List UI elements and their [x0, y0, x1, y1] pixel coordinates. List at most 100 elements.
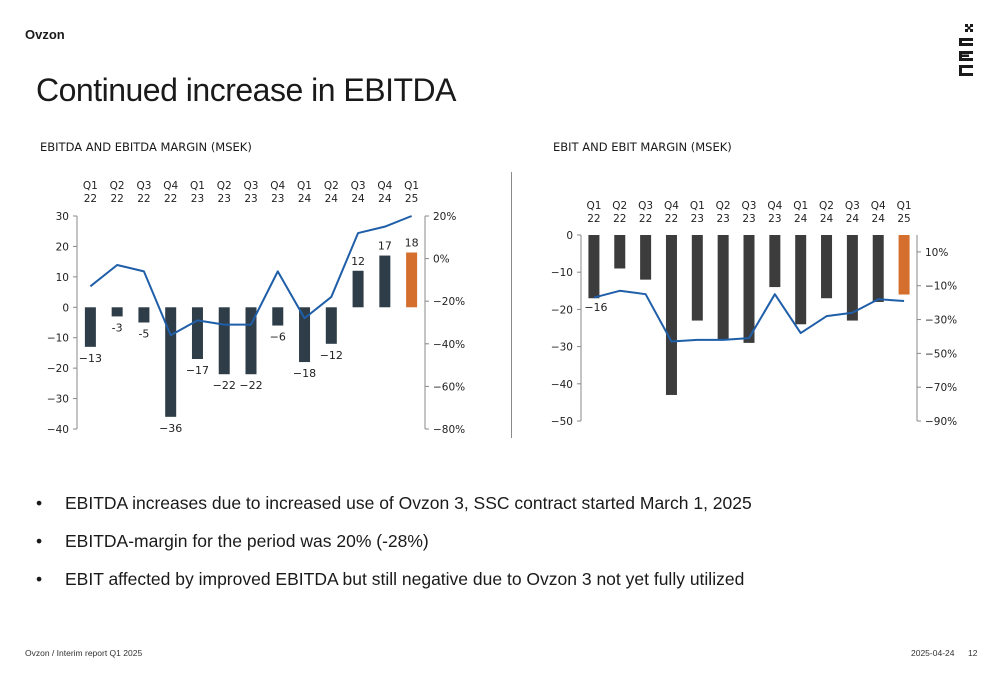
- category-label-quarter: Q1: [897, 200, 912, 212]
- bar: [588, 235, 600, 299]
- left-axis-tick-label: −30: [47, 394, 69, 406]
- data-label: -3: [112, 321, 123, 334]
- category-label-year: 23: [768, 213, 781, 225]
- data-label: −12: [320, 349, 343, 362]
- data-label: -5: [138, 328, 149, 341]
- category-label-quarter: Q2: [819, 200, 834, 212]
- category-label-year: 24: [846, 213, 860, 225]
- ovzon-logo-icon: [954, 24, 974, 81]
- left-axis-tick-label: 0: [566, 230, 573, 242]
- right-axis-tick-label: −30%: [925, 315, 957, 327]
- bullet-text: EBIT affected by improved EBITDA but sti…: [65, 569, 745, 589]
- category-label-quarter: Q3: [845, 200, 860, 212]
- chart-divider: [511, 172, 512, 438]
- bar: [299, 307, 311, 363]
- right-axis-tick-label: −60%: [433, 381, 465, 393]
- left-axis-tick-label: 10: [56, 272, 69, 284]
- category-label-quarter: Q4: [270, 180, 285, 192]
- bar: [821, 235, 833, 299]
- bar: [743, 235, 755, 343]
- bar: [846, 235, 858, 321]
- page-title: Continued increase in EBITDA: [36, 72, 457, 108]
- category-label-quarter: Q2: [217, 180, 232, 192]
- category-label-quarter: Q2: [612, 200, 627, 212]
- category-label-quarter: Q4: [163, 180, 178, 192]
- category-label-quarter: Q3: [244, 180, 259, 192]
- bar: [272, 307, 284, 326]
- ebitda-chart-title: EBITDA AND EBITDA MARGIN (MSEK): [40, 140, 252, 154]
- category-label-quarter: Q2: [324, 180, 339, 192]
- category-label-quarter: Q4: [767, 200, 782, 212]
- data-label: 18: [405, 237, 419, 250]
- category-label-quarter: Q1: [190, 180, 205, 192]
- left-axis-tick-label: −40: [551, 379, 573, 391]
- category-label-year: 24: [820, 213, 834, 225]
- category-label-quarter: Q2: [716, 200, 731, 212]
- category-label-year: 23: [271, 193, 284, 205]
- bar: [640, 235, 652, 280]
- bar: [352, 270, 364, 308]
- bar: [406, 252, 418, 308]
- left-axis-tick-label: 20: [56, 241, 69, 253]
- bar: [218, 307, 230, 375]
- category-label-year: 23: [218, 193, 231, 205]
- category-label-year: 23: [691, 213, 704, 225]
- left-axis-tick-label: −50: [551, 416, 573, 428]
- left-axis-tick-label: −10: [551, 267, 573, 279]
- margin-line: [89, 215, 412, 337]
- category-label-year: 25: [897, 213, 910, 225]
- category-label-year: 24: [378, 193, 392, 205]
- category-label-year: 24: [351, 193, 365, 205]
- category-label-year: 25: [405, 193, 418, 205]
- data-label: 12: [351, 255, 365, 268]
- ebitda-chart: 30 20 10 0 −10 −20 −30 −40 20% 0% −20% −40% −60% −80%…: [47, 180, 465, 436]
- bullet-item: • EBITDA-margin for the period was 20% (-…: [36, 531, 752, 551]
- company-name: Ovzon: [25, 27, 65, 42]
- bullet-text: EBITDA increases due to increased use of…: [65, 493, 752, 513]
- ebit-chart: 0 −10 −20 −30 −40 −50 10% −10% −30% −50% −70% −90% Q…: [551, 200, 957, 428]
- data-label: −22: [239, 379, 262, 392]
- right-axis-tick-label: 0%: [433, 254, 450, 266]
- right-axis-tick-label: 10%: [925, 247, 948, 259]
- category-label-quarter: Q3: [351, 180, 366, 192]
- category-label-quarter: Q4: [664, 200, 679, 212]
- bar: [898, 235, 910, 295]
- bar: [245, 307, 257, 375]
- bullet-icon: •: [36, 531, 43, 551]
- category-label-year: 22: [164, 193, 177, 205]
- category-label-quarter: Q1: [83, 180, 98, 192]
- bar: [769, 235, 781, 288]
- bar: [795, 235, 807, 325]
- footer-date: 2025-04-24: [911, 648, 955, 658]
- ebit-chart-title: EBIT AND EBIT MARGIN (MSEK): [553, 140, 732, 154]
- category-label-quarter: Q1: [690, 200, 705, 212]
- bar: [111, 307, 123, 317]
- category-label-year: 22: [84, 193, 97, 205]
- right-axis-tick-label: −70%: [925, 382, 957, 394]
- data-label: −22: [213, 379, 236, 392]
- bullet-item: • EBIT affected by improved EBITDA but st…: [36, 569, 752, 589]
- bar: [325, 307, 337, 344]
- bar: [717, 235, 729, 340]
- left-axis-tick-label: −10: [47, 333, 69, 345]
- bullet-list: • EBITDA increases due to increased use o…: [36, 493, 752, 607]
- category-label-year: 22: [639, 213, 652, 225]
- footer-report-name: Ovzon / Interim report Q1 2025: [25, 648, 143, 658]
- bar: [379, 255, 391, 308]
- left-axis-tick-label: 30: [56, 211, 69, 223]
- category-label-quarter: Q3: [742, 200, 757, 212]
- category-label-year: 24: [872, 213, 886, 225]
- footer-page-number: 12: [968, 648, 978, 658]
- data-label: −36: [159, 422, 182, 435]
- category-label-quarter: Q1: [586, 200, 601, 212]
- left-axis-tick-label: −40: [47, 424, 69, 436]
- left-axis-tick-label: −20: [47, 363, 69, 375]
- right-axis-tick-label: 20%: [433, 211, 456, 223]
- right-axis-tick-label: −40%: [433, 339, 465, 351]
- bar: [191, 307, 203, 360]
- bullet-text: EBITDA-margin for the period was 20% (-2…: [65, 531, 429, 551]
- category-label-year: 23: [742, 213, 755, 225]
- category-label-quarter: Q4: [377, 180, 392, 192]
- category-label-year: 23: [191, 193, 204, 205]
- category-label-year: 23: [244, 193, 257, 205]
